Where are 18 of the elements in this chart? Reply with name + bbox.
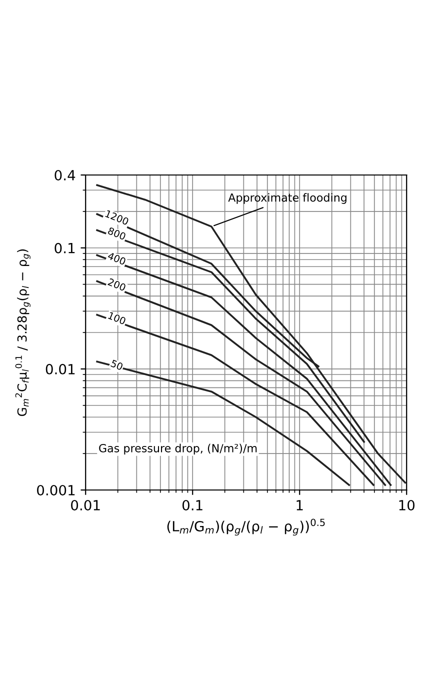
text: 1200 — [104, 210, 130, 226]
text: G$_{m}$$^{2}$C$_{f}$μ$_{l}$$^{0.1}$ / 3.28ρ$_{g}$(ρ$_{l}$ − ρ$_{g}$) — [15, 249, 30, 416]
annotation: Gas pressure drop, (N/m²)/m — [99, 444, 257, 455]
text: 100 — [108, 312, 126, 325]
text: 400 — [107, 252, 126, 266]
text: 50 — [110, 360, 124, 370]
text: Approximate flooding — [228, 193, 346, 204]
y-tick-label: 0.4 — [54, 170, 76, 180]
text: (L$_{m}$/G$_{m}$)(ρ$_{g}$/(ρ$_{l}$ − ρ$_{g}$))$^{0.5}$ — [167, 518, 325, 536]
x-tick-label: 0.01 — [71, 500, 100, 510]
y-tick-label: 0.01 — [46, 364, 75, 374]
y-tick-label: 0.001 — [37, 484, 75, 496]
x-tick-label: 1 — [296, 500, 303, 510]
text: 200 — [108, 278, 126, 292]
x-tick-label: 10 — [399, 500, 415, 510]
x-tick-label: 0.1 — [182, 500, 202, 510]
y-tick-label: 0.1 — [54, 242, 75, 254]
text: 800 — [107, 226, 126, 240]
